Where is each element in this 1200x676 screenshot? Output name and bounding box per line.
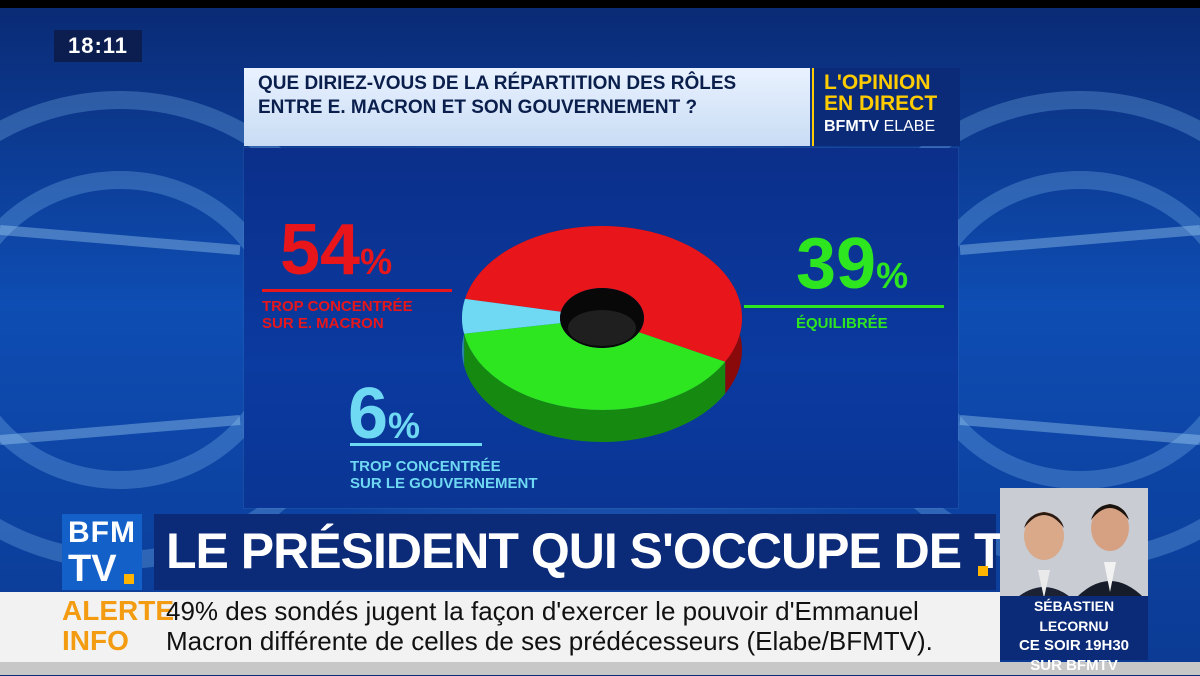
pct-equilibree-value: 39 bbox=[796, 224, 877, 304]
alert-text: 49% des sondés jugent la façon d'exercer… bbox=[166, 596, 996, 656]
label-macron-line-2: SUR E. MACRON bbox=[262, 315, 384, 332]
pct-equilibree-unit: % bbox=[876, 255, 909, 296]
bfmtv-logo-line-2: TV bbox=[68, 548, 117, 590]
alert-label-line-2: INFO bbox=[62, 625, 129, 656]
donut-slice-macron bbox=[465, 226, 742, 362]
guest-channel: SUR BFMTV bbox=[1030, 657, 1118, 674]
opinion-logo-brand: BFMTV ELABE bbox=[824, 118, 935, 136]
label-gouvernement: TROP CONCENTRÉE SUR LE GOUVERNEMENT bbox=[350, 458, 538, 492]
label-equilibree-line-1: ÉQUILIBRÉE bbox=[796, 315, 888, 332]
pct-gouvernement: 6% bbox=[348, 378, 420, 450]
alert-text-line-1: 49% des sondés jugent la façon d'exercer… bbox=[166, 596, 919, 626]
clock: 18:11 bbox=[54, 30, 142, 62]
donut-tops bbox=[462, 226, 742, 410]
pct-macron-unit: % bbox=[360, 241, 393, 282]
donut-hole-inner bbox=[568, 310, 636, 346]
leader-line-macron bbox=[262, 289, 452, 292]
opinion-logo-elabe: ELABE bbox=[883, 118, 936, 135]
bfmtv-logo-dot bbox=[124, 574, 134, 584]
label-gouvernement-line-2: SUR LE GOUVERNEMENT bbox=[350, 475, 538, 492]
label-equilibree: ÉQUILIBRÉE bbox=[796, 315, 888, 332]
headline-box bbox=[154, 514, 996, 590]
donut-hole bbox=[560, 288, 644, 348]
label-macron-line-1: TROP CONCENTRÉE bbox=[262, 298, 413, 315]
donut-slice-gouvernement bbox=[462, 298, 561, 334]
donut-slice-equilibree bbox=[464, 323, 726, 410]
top-bar bbox=[0, 0, 1200, 8]
pct-gouvernement-unit: % bbox=[388, 405, 421, 446]
question-box bbox=[244, 68, 810, 146]
alert-label-line-1: ALERTE bbox=[62, 595, 174, 626]
headline: LE PRÉSIDENT QUI S'OCCUPE DE TOUT bbox=[166, 523, 1106, 579]
opinion-logo-line-1: L'OPINION bbox=[824, 71, 931, 94]
leader-line-gouvernement bbox=[350, 443, 482, 446]
label-macron: TROP CONCENTRÉE SUR E. MACRON bbox=[262, 298, 413, 332]
guest-time: CE SOIR 19H30 bbox=[1018, 637, 1130, 654]
bottom-bar bbox=[0, 662, 1200, 675]
pct-macron-value: 54 bbox=[280, 210, 361, 290]
pct-gouvernement-value: 6 bbox=[348, 374, 389, 454]
leader-line-equilibree bbox=[744, 305, 944, 308]
headline-dot bbox=[978, 566, 988, 576]
question-line-1: QUE DIRIEZ-VOUS DE LA RÉPARTITION DES RÔ… bbox=[258, 73, 737, 94]
alert-ticker bbox=[0, 592, 1000, 662]
question-line-2: ENTRE E. MACRON ET SON GOUVERNEMENT ? bbox=[258, 97, 698, 118]
donut-side-equilibree bbox=[464, 333, 726, 442]
alert-label: ALERTE INFO bbox=[62, 596, 174, 656]
bfmtv-logo-line-1: BFM bbox=[68, 516, 136, 549]
label-gouvernement-line-1: TROP CONCENTRÉE bbox=[350, 458, 501, 475]
opinion-logo-bfmtv: BFMTV bbox=[824, 118, 880, 135]
opinion-logo-line-2: EN DIRECT bbox=[824, 92, 938, 115]
alert-text-line-2: Macron différente de celles de ses prédé… bbox=[166, 626, 933, 656]
guest-promo-caption: SÉBASTIEN LECORNU CE SOIR 19H30 SUR BFMT… bbox=[1000, 596, 1148, 674]
pct-equilibree: 39% bbox=[796, 228, 908, 300]
pct-macron: 54% bbox=[280, 214, 392, 286]
poll-question: QUE DIRIEZ-VOUS DE LA RÉPARTITION DES RÔ… bbox=[258, 72, 803, 120]
bfmtv-logo: BFM TV bbox=[62, 514, 142, 590]
guest-name: SÉBASTIEN LECORNU bbox=[1033, 598, 1115, 634]
opinion-en-direct-logo: L'OPINION EN DIRECT BFMTV ELABE bbox=[812, 68, 960, 146]
